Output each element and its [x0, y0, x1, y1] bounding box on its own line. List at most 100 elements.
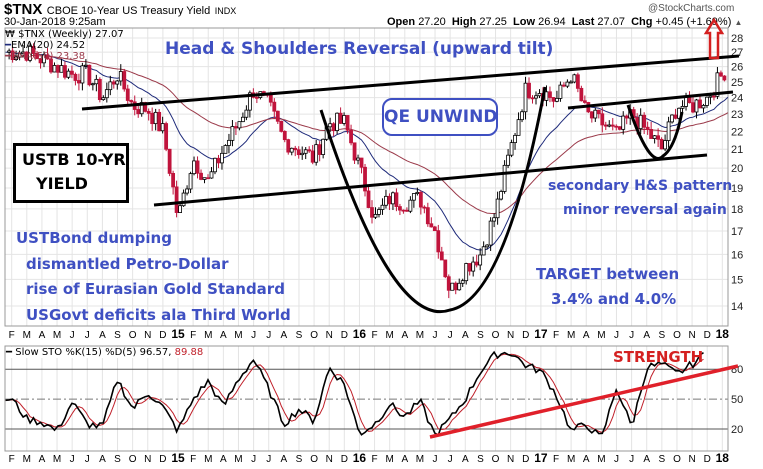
x-tick-label: A — [462, 454, 469, 465]
candle — [237, 121, 242, 131]
x-tick-label: J — [85, 330, 90, 341]
candle — [38, 58, 43, 69]
candle — [527, 77, 531, 100]
candle — [562, 82, 566, 88]
candle — [56, 64, 60, 78]
candle-body — [237, 121, 242, 129]
candle-body — [80, 65, 85, 84]
low-value: 26.94 — [538, 16, 566, 28]
candle — [282, 130, 287, 143]
ustb-label-box: USTB 10-YR YIELD — [13, 143, 129, 203]
candle-body — [171, 172, 176, 188]
x-tick-label: F — [553, 330, 559, 341]
candle-body — [582, 100, 587, 103]
candle — [572, 73, 577, 84]
candle-body — [272, 101, 277, 112]
sto-k-line — [5, 350, 704, 437]
candle-body — [481, 246, 486, 256]
candle — [160, 116, 165, 134]
candle — [471, 256, 476, 277]
candle-body — [436, 230, 441, 253]
candle-body — [537, 93, 542, 97]
candle — [234, 122, 238, 136]
candle-body — [562, 84, 566, 87]
candle-body — [708, 95, 713, 98]
candle-body — [289, 147, 294, 153]
candle-body — [178, 205, 182, 213]
x-tick-label: A — [583, 330, 590, 341]
y-tick-label: 22 — [731, 126, 743, 138]
candle-body — [565, 81, 570, 87]
candle — [342, 112, 346, 126]
candle-body — [603, 124, 608, 127]
x-tick-label: J — [85, 454, 90, 465]
candle-body — [656, 135, 661, 140]
candle — [481, 241, 486, 256]
up-triangle-icon: ▲ — [734, 18, 743, 27]
candle-body — [513, 134, 517, 144]
candle-body — [377, 209, 381, 215]
x-tick-label: A — [99, 330, 106, 341]
x-tick-label: J — [266, 330, 271, 341]
candle — [488, 217, 493, 251]
candle — [216, 154, 221, 169]
candle-body — [551, 97, 556, 102]
candle — [213, 157, 217, 175]
x-tick-label: A — [401, 330, 408, 341]
x-tick-label: 15 — [171, 327, 185, 341]
candle-body — [118, 71, 123, 82]
candle — [401, 209, 406, 214]
candle-body — [446, 276, 451, 291]
candle — [286, 138, 291, 155]
candle-body — [21, 51, 25, 54]
candle — [338, 107, 343, 124]
candle — [139, 97, 144, 117]
y-tick-label: 21 — [731, 144, 743, 156]
candle-body — [314, 144, 319, 163]
candle — [659, 137, 664, 150]
candle-body — [471, 261, 476, 272]
candle-body — [474, 261, 479, 266]
x-tick-label: J — [266, 454, 271, 465]
candle-body — [31, 45, 36, 54]
candle — [303, 147, 308, 160]
candle — [314, 139, 319, 166]
candle-body — [415, 191, 420, 194]
x-tick-label: M — [567, 454, 575, 465]
candle — [670, 114, 674, 124]
candle — [77, 73, 81, 91]
x-tick-label: M — [234, 330, 242, 341]
candle — [534, 91, 538, 105]
candle — [206, 174, 210, 180]
price-legend: ₩ $TNX (Weekly) 27.07 — [5, 29, 124, 40]
candle-body — [698, 99, 702, 109]
chg-label: Chg — [631, 16, 653, 28]
x-tick-label: D — [341, 330, 348, 341]
candle-body — [153, 111, 158, 125]
candle — [377, 207, 381, 218]
candle-body — [77, 80, 81, 84]
annotation-title: Head & Shoulders Reversal (upward tilt) — [165, 39, 554, 59]
candle-body — [192, 160, 196, 175]
candle — [548, 86, 552, 103]
candle — [404, 207, 409, 212]
candle — [17, 50, 22, 61]
x-tick-label: A — [643, 454, 650, 465]
candle-body — [234, 126, 238, 129]
candle — [652, 135, 657, 144]
candle-body — [558, 84, 563, 99]
candle-body — [240, 116, 245, 123]
candle-body — [617, 126, 622, 130]
candle — [380, 198, 385, 215]
y-tick-label: 14 — [731, 301, 743, 313]
candle — [425, 202, 430, 227]
y-tick-label: 17 — [731, 226, 743, 238]
candle — [645, 121, 650, 135]
candle — [307, 146, 312, 153]
x-tick-label: M — [23, 454, 31, 465]
candle — [719, 70, 723, 77]
candle — [506, 149, 510, 168]
candle-body — [457, 282, 462, 291]
candle-body — [356, 157, 360, 161]
candle — [296, 146, 301, 159]
